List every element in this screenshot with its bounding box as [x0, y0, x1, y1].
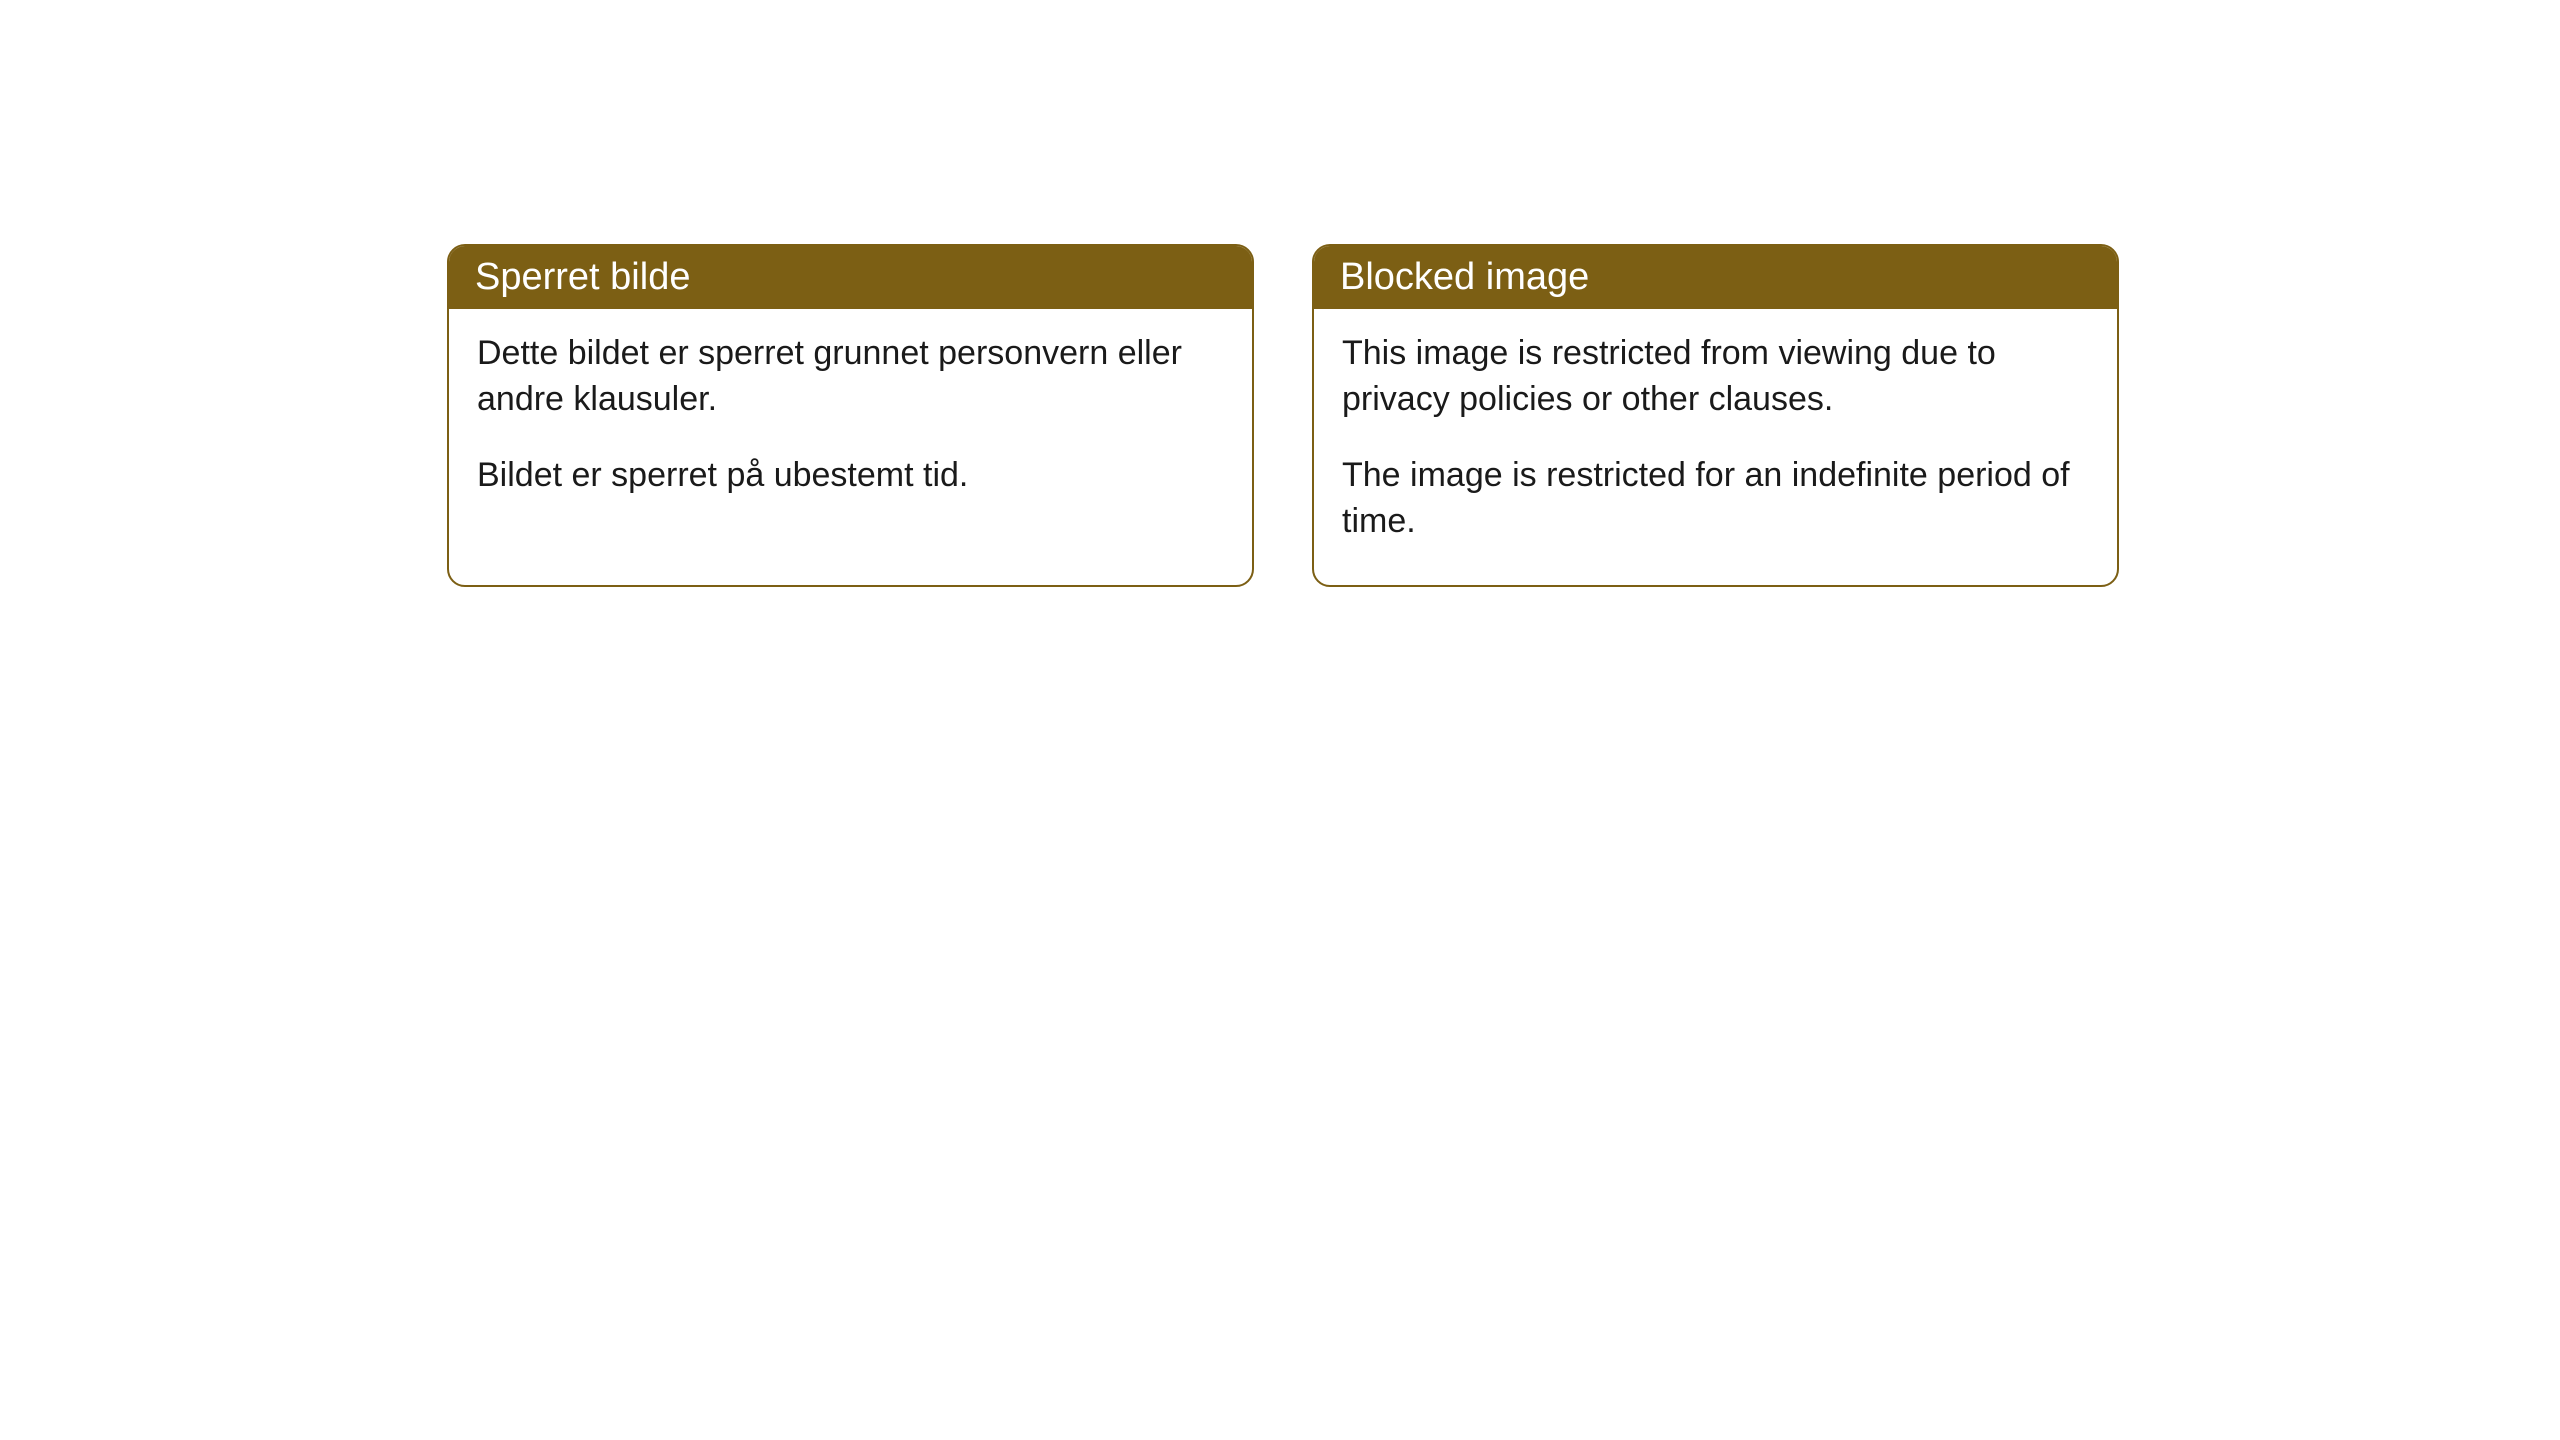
notice-card-norwegian: Sperret bilde Dette bildet er sperret gr… [447, 244, 1254, 587]
notice-header: Sperret bilde [449, 246, 1252, 309]
notice-paragraph-2: The image is restricted for an indefinit… [1342, 453, 2089, 545]
notice-body: This image is restricted from viewing du… [1314, 309, 2117, 585]
notice-paragraph-1: Dette bildet er sperret grunnet personve… [477, 331, 1224, 423]
notice-card-english: Blocked image This image is restricted f… [1312, 244, 2119, 587]
notice-body: Dette bildet er sperret grunnet personve… [449, 309, 1252, 539]
notice-header: Blocked image [1314, 246, 2117, 309]
notices-container: Sperret bilde Dette bildet er sperret gr… [0, 0, 2560, 587]
notice-paragraph-1: This image is restricted from viewing du… [1342, 331, 2089, 423]
notice-paragraph-2: Bildet er sperret på ubestemt tid. [477, 453, 1224, 499]
